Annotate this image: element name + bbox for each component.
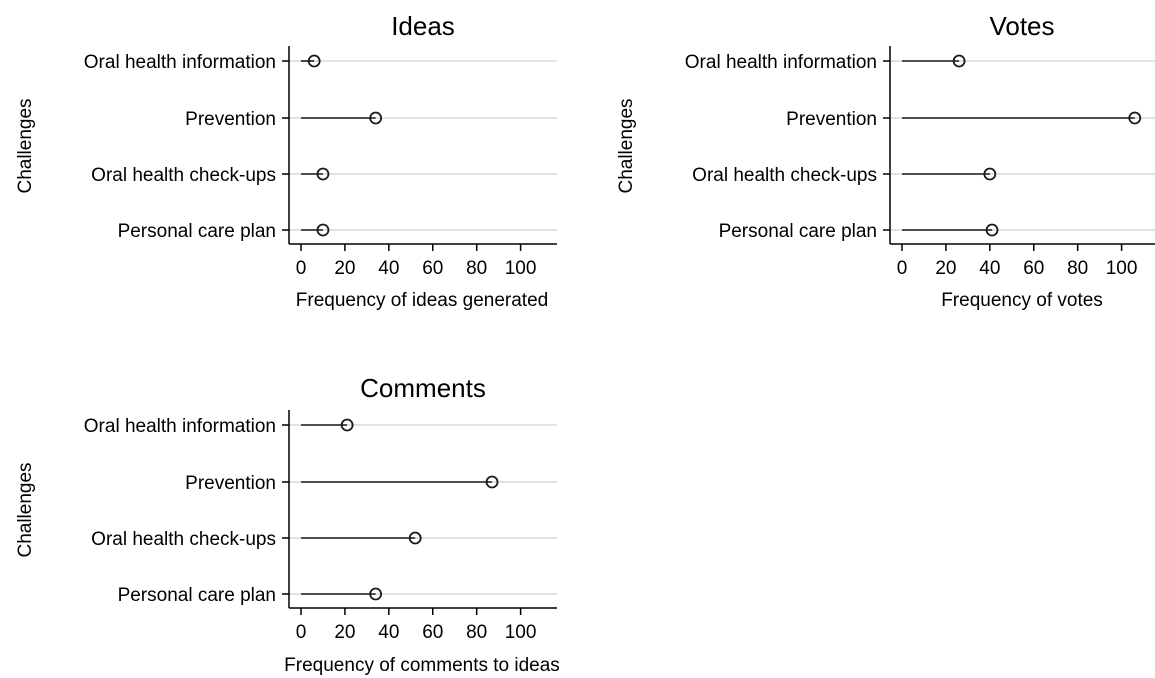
ideas-x-tick-label: 60: [422, 258, 443, 279]
votes-x-tick-label: 40: [979, 258, 1000, 279]
comments-category-label: Prevention: [185, 473, 276, 494]
ideas-category-label: Prevention: [185, 109, 276, 130]
votes-x-tick-label: 80: [1067, 258, 1088, 279]
comments-category-label: Personal care plan: [118, 585, 276, 606]
comments-category-label: Oral health check-ups: [91, 529, 276, 550]
votes-x-tick-label: 100: [1106, 258, 1138, 279]
comments-category-label: Oral health information: [84, 416, 276, 437]
comments-x-tick-label: 40: [378, 622, 399, 643]
comments-markers: [340, 418, 499, 601]
votes-x-tick-label: 0: [897, 258, 908, 279]
ideas-x-tick-label: 80: [466, 258, 487, 279]
comments-marker: [485, 475, 499, 489]
ideas-x-tick-label: 20: [334, 258, 355, 279]
votes-stems: [902, 60, 1135, 231]
ideas-markers: [307, 54, 383, 237]
ideas-gridlines: [289, 60, 557, 231]
ideas-stems: [301, 60, 376, 231]
ideas-x-tick-label: 0: [296, 258, 307, 279]
comments-x-tick-label: 0: [296, 622, 307, 643]
ideas-title: Ideas: [391, 11, 455, 41]
ideas-xlabel: Frequency of ideas generated: [296, 290, 548, 311]
ideas-x-ticks: 0 20 40 60 80 100: [296, 244, 537, 279]
comments-xlabel: Frequency of comments to ideas: [284, 655, 560, 676]
votes-category-label: Prevention: [786, 109, 877, 130]
ideas-marker: [316, 167, 330, 181]
comments-ylabel: Challenges: [15, 462, 36, 557]
votes-y-ticks: Oral health information Prevention Oral he…: [685, 52, 890, 242]
comments-gridlines: [289, 424, 557, 595]
votes-ylabel: Challenges: [616, 98, 637, 193]
votes-xlabel: Frequency of votes: [941, 290, 1103, 311]
votes-markers: [952, 54, 1142, 237]
comments-marker: [408, 531, 422, 545]
votes-x-tick-label: 60: [1023, 258, 1044, 279]
votes-marker: [1128, 111, 1142, 125]
votes-panel: Votes Challenges Frequency of votes Oral…: [616, 11, 1155, 311]
ideas-x-tick-label: 40: [378, 258, 399, 279]
comments-y-ticks: Oral health information Prevention Oral he…: [84, 416, 289, 606]
votes-category-label: Oral health check-ups: [692, 165, 877, 186]
votes-gridlines: [890, 60, 1155, 231]
ideas-marker: [307, 54, 321, 68]
votes-x-tick-label: 20: [935, 258, 956, 279]
ideas-category-label: Oral health information: [84, 52, 276, 73]
votes-marker: [985, 223, 999, 237]
ideas-category-label: Oral health check-ups: [91, 165, 276, 186]
comments-title: Comments: [360, 373, 486, 403]
votes-marker: [952, 54, 966, 68]
votes-category-label: Oral health information: [685, 52, 877, 73]
comments-x-tick-label: 60: [422, 622, 443, 643]
votes-x-ticks: 0 20 40 60 80 100: [897, 244, 1138, 279]
ideas-ylabel: Challenges: [15, 98, 36, 193]
votes-marker: [983, 167, 997, 181]
ideas-marker: [369, 111, 383, 125]
comments-x-tick-label: 100: [505, 622, 537, 643]
comments-marker: [340, 418, 354, 432]
comments-stems: [301, 424, 493, 595]
ideas-panel: Ideas Challenges Frequency of ideas gene…: [15, 11, 557, 311]
comments-marker: [369, 587, 383, 601]
ideas-x-tick-label: 100: [505, 258, 537, 279]
ideas-y-ticks: Oral health information Prevention Oral he…: [84, 52, 289, 242]
ideas-category-label: Personal care plan: [118, 221, 276, 242]
ideas-marker: [316, 223, 330, 237]
comments-x-ticks: 0 20 40 60 80 100: [296, 608, 537, 643]
comments-panel: Comments Challenges Frequency of comment…: [15, 373, 560, 676]
comments-x-tick-label: 80: [466, 622, 487, 643]
votes-category-label: Personal care plan: [719, 221, 877, 242]
comments-x-tick-label: 20: [334, 622, 355, 643]
votes-title: Votes: [989, 11, 1054, 41]
